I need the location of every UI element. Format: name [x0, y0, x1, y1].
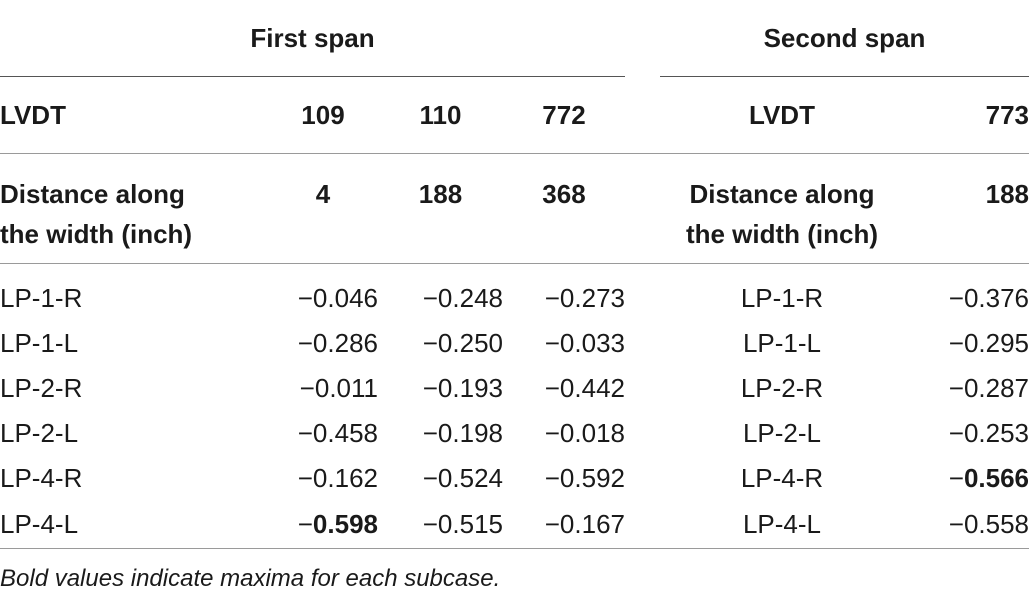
- value-110: −0.250: [422, 327, 503, 358]
- row-gap: [625, 366, 660, 411]
- table-row: LP-4-L −0.598 −0.515 −0.167 LP-4-L −0.55…: [0, 500, 1029, 549]
- table-row: LP-4-R −0.162 −0.524 −0.592 LP-4-R −0.56…: [0, 456, 1029, 501]
- case-label-second: LP-1-L: [742, 327, 822, 358]
- value-772: −0.442: [544, 372, 625, 403]
- value-773: −0.376: [948, 282, 1029, 313]
- distance-773: 188: [904, 153, 1029, 264]
- value-772: −0.167: [503, 500, 625, 549]
- lvdt-deflection-table: First span Second span LVDT 109 110 772 …: [0, 0, 1029, 549]
- value-772: −0.033: [544, 327, 625, 358]
- value-772: −0.273: [544, 282, 625, 313]
- table-row: LP-2-L −0.458 −0.198 −0.018 LP-2-L −0.25…: [0, 411, 1029, 456]
- row-gap: [625, 321, 660, 366]
- first-span-header: First span: [0, 0, 625, 77]
- value-773: −0.295: [948, 327, 1029, 358]
- value-110: −0.198: [422, 417, 503, 448]
- lvdt-772: 772: [503, 76, 625, 154]
- value-110: −0.248: [422, 282, 503, 313]
- distance-label-second: Distance along the width (inch): [660, 153, 904, 264]
- distance-label-first-line2: the width (inch): [0, 219, 193, 249]
- case-label-second: LP-2-L: [742, 417, 822, 448]
- minus-sign: −: [948, 462, 964, 493]
- case-label: LP-4-R: [0, 462, 83, 493]
- case-label: LP-1-R: [0, 282, 83, 313]
- span-header-row: First span Second span: [0, 0, 1029, 77]
- case-label: LP-2-R: [0, 372, 83, 403]
- max-value: 0.566: [963, 462, 1029, 493]
- span-gap: [625, 0, 660, 77]
- value-772: −0.592: [544, 462, 625, 493]
- row-gap: [625, 456, 660, 501]
- value-109: −0.458: [297, 417, 378, 448]
- table-row: LP-2-R −0.011 −0.193 −0.442 LP-2-R −0.28…: [0, 366, 1029, 411]
- lvdt-110: 110: [378, 76, 503, 154]
- table-row: LP-1-L −0.286 −0.250 −0.033 LP-1-L −0.29…: [0, 321, 1029, 366]
- lvdt-gap: [625, 76, 660, 154]
- distance-label-first: Distance along the width (inch): [0, 153, 268, 264]
- value-110: −0.524: [422, 462, 503, 493]
- second-span-header: Second span: [660, 0, 1029, 77]
- results-table-container: First span Second span LVDT 109 110 772 …: [0, 0, 1029, 549]
- distance-label-second-line1: Distance along: [689, 179, 875, 209]
- value-109: −0.162: [297, 462, 378, 493]
- max-value: 0.598: [312, 508, 378, 539]
- lvdt-773: 773: [904, 76, 1029, 154]
- distance-772: 368: [503, 153, 625, 264]
- distance-row: Distance along the width (inch) 4 188 36…: [0, 153, 1029, 264]
- row-gap: [625, 264, 660, 321]
- table-footnote: Bold values indicate maxima for each sub…: [0, 565, 501, 592]
- value-110: −0.193: [422, 372, 503, 403]
- value-109: −0.286: [297, 327, 378, 358]
- lvdt-row: LVDT 109 110 772 LVDT 773: [0, 76, 1029, 154]
- minus-sign: −: [297, 508, 313, 539]
- distance-label-first-line1: Distance along: [0, 179, 185, 209]
- value-773: −0.558: [904, 500, 1029, 549]
- value-109-max: −0.598: [268, 500, 378, 549]
- distance-109: 4: [268, 153, 378, 264]
- lvdt-109: 109: [268, 76, 378, 154]
- lvdt-label-second: LVDT: [660, 76, 904, 154]
- case-label: LP-2-L: [0, 417, 79, 448]
- value-110: −0.515: [378, 500, 503, 549]
- value-109: −0.046: [297, 282, 378, 313]
- value-773-max: −0.566: [904, 456, 1029, 501]
- case-label-second: LP-2-R: [740, 372, 824, 403]
- value-772: −0.018: [544, 417, 625, 448]
- case-label: LP-4-L: [0, 500, 268, 549]
- lvdt-label-first: LVDT: [0, 76, 268, 154]
- case-label-second: LP-4-R: [740, 462, 824, 493]
- row-gap: [625, 500, 660, 549]
- table-row: LP-1-R −0.046 −0.248 −0.273 LP-1-R −0.37…: [0, 264, 1029, 321]
- row-gap: [625, 411, 660, 456]
- case-label: LP-1-L: [0, 327, 79, 358]
- value-773: −0.253: [948, 417, 1029, 448]
- case-label-second: LP-1-R: [740, 282, 824, 313]
- distance-110: 188: [378, 153, 503, 264]
- distance-gap: [625, 153, 660, 264]
- distance-label-second-line2: the width (inch): [685, 219, 879, 249]
- case-label-second: LP-4-L: [660, 500, 904, 549]
- value-773: −0.287: [948, 372, 1029, 403]
- value-109: −0.011: [299, 372, 378, 403]
